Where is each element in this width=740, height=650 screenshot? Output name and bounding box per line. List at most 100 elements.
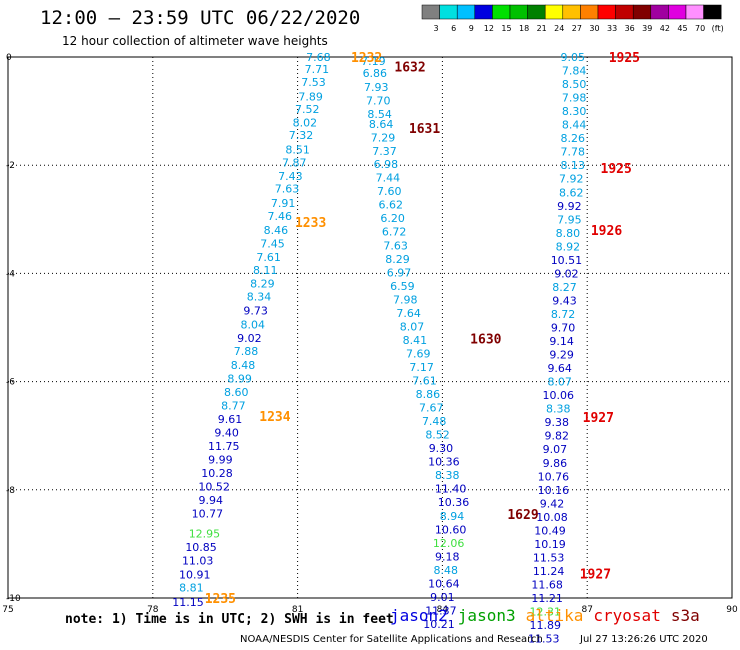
wave-height-point: 9.14	[549, 335, 574, 348]
wave-height-point: 7.78	[560, 146, 585, 159]
wave-height-point: 7.98	[393, 293, 418, 306]
wave-height-point: 8.11	[253, 264, 278, 277]
y-tick-label: 0	[6, 53, 12, 63]
wave-height-point: 11.68	[531, 578, 563, 591]
colorbar-label: 18	[519, 24, 529, 33]
plot-frame	[7, 56, 733, 599]
wave-height-point: 9.94	[198, 494, 223, 507]
wave-height-point: 7.46	[267, 210, 292, 223]
pass-time-label: 1234	[259, 410, 290, 425]
pass-time-label: 1632	[394, 61, 425, 76]
satellite-legend-entry: altika	[525, 606, 584, 625]
wave-height-point: 9.02	[237, 332, 262, 345]
wave-height-point: 12.31	[529, 606, 561, 619]
wave-height-point: 7.67	[419, 402, 444, 415]
colorbar-label: 27	[572, 24, 582, 33]
y-tick-label: -6	[6, 378, 15, 388]
wave-height-point: 8.81	[179, 582, 204, 595]
wave-height-point: 7.63	[383, 239, 408, 252]
wave-height-point: 9.02	[554, 267, 579, 280]
wave-height-point: 8.52	[425, 429, 450, 442]
wave-height-point: 9.82	[545, 430, 570, 443]
pass-time-label: 1926	[591, 224, 622, 239]
wave-height-point: 8.51	[285, 144, 310, 157]
wave-height-point: 9.38	[545, 416, 570, 429]
wave-height-point: 7.61	[256, 251, 281, 264]
wave-height-point: 10.36	[428, 456, 460, 469]
pass-time-label: 1233	[295, 216, 326, 231]
wave-height-point: 8.41	[403, 334, 428, 347]
wave-height-point: 8.50	[562, 78, 587, 91]
wave-height-point: 10.60	[435, 523, 467, 536]
wave-height-point: 8.30	[562, 105, 587, 118]
pass-time-label: 1630	[470, 332, 501, 347]
wave-height-point: 9.42	[540, 497, 565, 510]
wave-height-point: 8.99	[227, 372, 252, 385]
wave-height-point: 10.36	[438, 496, 470, 509]
colorbar-label: 39	[642, 24, 652, 33]
colorbar-label: 24	[554, 24, 564, 33]
wave-height-point: 7.60	[377, 185, 402, 198]
wave-height-point: 6.86	[363, 67, 388, 80]
wave-height-point: 10.85	[185, 541, 217, 554]
pass-time-label: 1927	[583, 411, 614, 426]
wave-height-point: 7.87	[282, 156, 307, 169]
wave-height-point: 9.43	[552, 294, 577, 307]
wave-height-point: 10.28	[201, 467, 233, 480]
wave-height-point: 8.29	[250, 278, 275, 291]
wave-height-point: 10.76	[538, 470, 570, 483]
wave-height-point: 7.43	[278, 170, 303, 183]
colorbar-swatch	[703, 4, 722, 20]
generated-timestamp: Jul 27 13:26:26 UTC 2020	[580, 634, 708, 645]
wave-height-point: 7.17	[409, 361, 434, 374]
wave-height-point: 6.72	[382, 226, 407, 239]
wave-height-point: 11.53	[528, 633, 560, 646]
wave-height-point: 11.89	[529, 619, 561, 632]
y-tick-label: -4	[6, 269, 15, 279]
wave-height-point: 7.69	[406, 347, 431, 360]
wave-height-point: 10.08	[536, 511, 568, 524]
wave-height-point: 11.75	[208, 440, 240, 453]
wave-height-point: 8.38	[435, 469, 460, 482]
pass-time-label: 1235	[205, 592, 236, 607]
credit-text: NOAA/NESDIS Center for Satellite Applica…	[240, 634, 543, 645]
pass-time-label: 1631	[409, 122, 440, 137]
wave-height-point: 8.13	[560, 159, 585, 172]
wave-height-point: 9.99	[208, 454, 233, 467]
wave-height-point: 11.24	[533, 565, 565, 578]
wave-height-point: 7.68	[306, 51, 331, 64]
wave-height-point: 9.07	[543, 443, 568, 456]
wave-height-point: 8.04	[240, 318, 265, 331]
wave-height-point: 8.77	[221, 399, 246, 412]
wave-height-point: 7.44	[376, 172, 401, 185]
wave-height-point: 8.64	[369, 118, 394, 131]
wave-height-point: 10.49	[534, 524, 566, 537]
page-subtitle: 12 hour collection of altimeter wave hei…	[62, 34, 328, 48]
colorbar-label: 70	[695, 24, 705, 33]
satellite-legend: jason2 jason3 altika cryosat s3a	[390, 606, 700, 625]
x-tick-label: 78	[147, 605, 159, 615]
wave-height-point: 9.86	[543, 457, 568, 470]
wave-height-point: 7.32	[289, 129, 314, 142]
colorbar-label: 33	[607, 24, 617, 33]
wave-height-point: 12.06	[433, 537, 465, 550]
wave-height-point: 8.46	[264, 224, 289, 237]
wave-height-point: 6.97	[387, 266, 412, 279]
wave-height-point: 10.91	[179, 569, 211, 582]
x-tick-label: 75	[2, 605, 13, 615]
wave-height-point: 12.95	[189, 528, 221, 541]
wave-height-point: 7.45	[260, 238, 285, 251]
colorbar-label: 36	[625, 24, 635, 33]
wave-height-point: 7.70	[366, 94, 391, 107]
wave-height-point: 8.34	[247, 291, 272, 304]
wave-height-point: 10.21	[423, 618, 455, 631]
x-tick-label: 81	[292, 605, 303, 615]
wave-height-point: 9.64	[547, 362, 572, 375]
wave-height-point: 7.64	[396, 307, 421, 320]
wave-height-point: 10.06	[542, 389, 574, 402]
wave-height-point: 6.62	[379, 199, 404, 212]
wave-height-point: 7.19	[361, 55, 386, 68]
wave-height-point: 8.48	[434, 564, 459, 577]
wave-height-point: 11.15	[172, 596, 204, 609]
wave-height-point: 6.20	[380, 212, 405, 225]
